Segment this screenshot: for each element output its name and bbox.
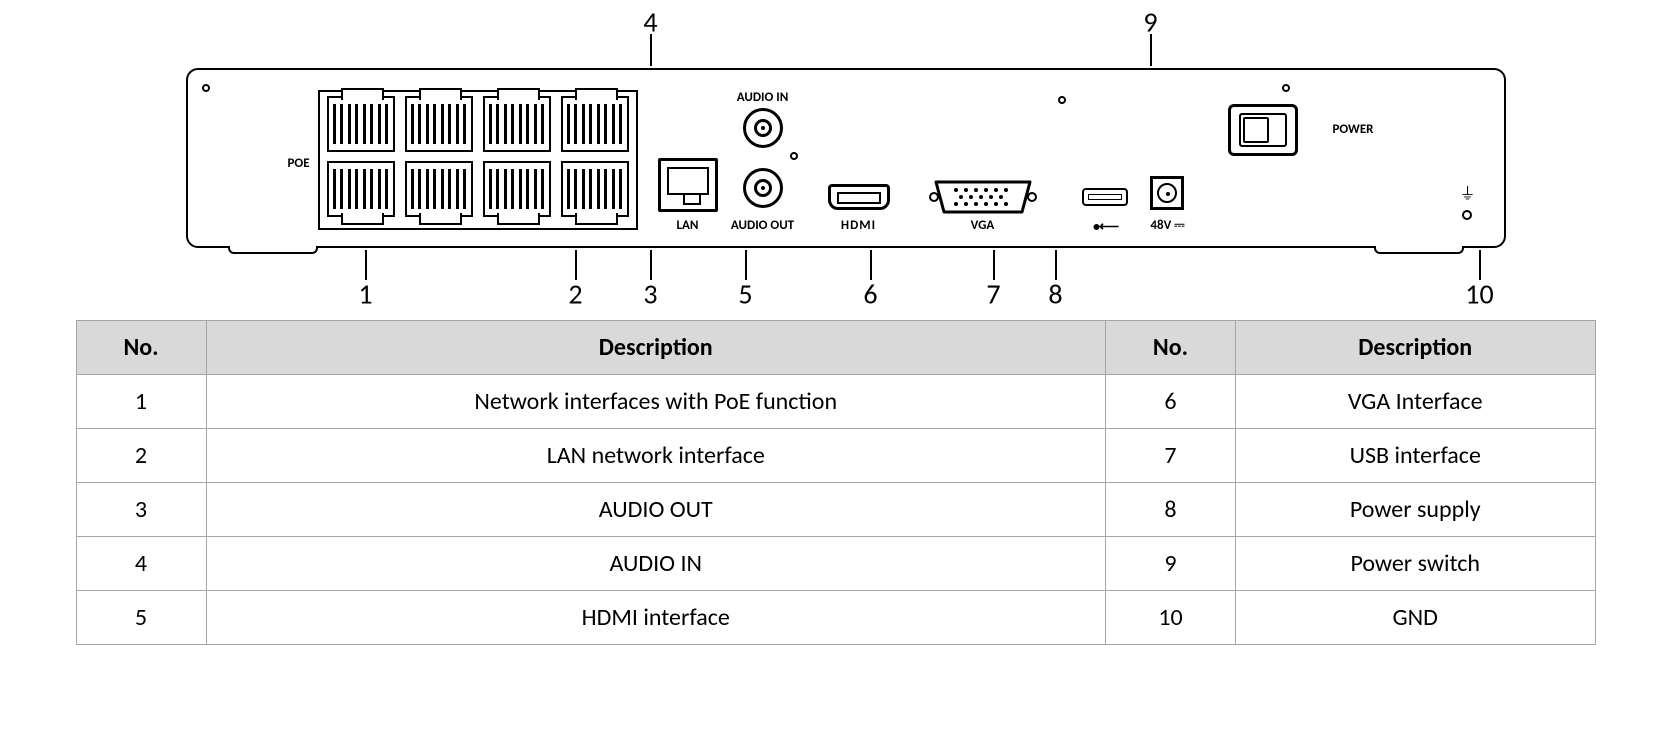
screw-icon: [1282, 84, 1290, 92]
th-desc: Description: [206, 321, 1105, 375]
gnd-terminal: ⏚: [1459, 180, 1475, 220]
rj45-port: [405, 96, 473, 152]
dc-label: 48V ⎓: [1150, 218, 1184, 233]
callout-line: [1479, 250, 1481, 280]
callout-line: [650, 250, 652, 280]
description-table: No. Description No. Description 1 Networ…: [76, 320, 1596, 645]
table-row: 5 HDMI interface 10 GND: [76, 591, 1595, 645]
screw-icon: [790, 152, 798, 160]
callout-line: [1150, 34, 1152, 66]
audio-in-label: AUDIO IN: [737, 90, 789, 105]
rj45-port: [327, 161, 395, 217]
usb-label: •⟵: [1093, 218, 1118, 235]
cell-no: 7: [1105, 429, 1235, 483]
vga-port: [928, 176, 1038, 218]
cell-no: 5: [76, 591, 206, 645]
callout-line: [870, 250, 872, 280]
poe-ports-block: [318, 90, 638, 230]
hdmi-port: [828, 184, 890, 210]
callout-line: [993, 250, 995, 280]
rj45-port: [483, 161, 551, 217]
cell-no: 9: [1105, 537, 1235, 591]
cell-no: 3: [76, 483, 206, 537]
cell-no: 1: [76, 375, 206, 429]
cell-desc: GND: [1235, 591, 1595, 645]
callout-6: 6: [863, 277, 877, 312]
device-rear-panel: POE LAN AUDIO IN AUDIO OUT HDMI: [186, 68, 1506, 248]
audio-out-jack: [743, 168, 783, 208]
callout-7: 7: [986, 277, 1000, 312]
rj45-port: [327, 96, 395, 152]
dc-power-jack: [1150, 176, 1184, 210]
power-label: POWER: [1333, 122, 1374, 137]
rear-panel-diagram: 4 9 POE LAN AUDIO IN: [76, 10, 1596, 310]
panel-foot: [228, 246, 318, 254]
callout-line: [650, 34, 652, 66]
callout-8: 8: [1048, 277, 1062, 312]
cell-desc: HDMI interface: [206, 591, 1105, 645]
cell-desc: Power switch: [1235, 537, 1595, 591]
audio-in-jack: [743, 108, 783, 148]
cell-no: 8: [1105, 483, 1235, 537]
th-desc: Description: [1235, 321, 1595, 375]
cell-desc: AUDIO OUT: [206, 483, 1105, 537]
rj45-port: [483, 96, 551, 152]
th-no: No.: [1105, 321, 1235, 375]
callout-line: [575, 250, 577, 280]
callout-10: 10: [1465, 277, 1493, 312]
cell-desc: AUDIO IN: [206, 537, 1105, 591]
cell-no: 10: [1105, 591, 1235, 645]
hdmi-label: HDMI: [841, 218, 876, 233]
callout-line: [1055, 250, 1057, 280]
cell-desc: LAN network interface: [206, 429, 1105, 483]
screw-icon: [202, 84, 210, 92]
cell-desc: Network interfaces with PoE function: [206, 375, 1105, 429]
screw-icon: [1058, 96, 1066, 104]
cell-no: 6: [1105, 375, 1235, 429]
callout-line: [745, 250, 747, 280]
cell-desc: USB interface: [1235, 429, 1595, 483]
table-row: 4 AUDIO IN 9 Power switch: [76, 537, 1595, 591]
usb-port: [1082, 188, 1128, 206]
table-row: 1 Network interfaces with PoE function 6…: [76, 375, 1595, 429]
callout-3: 3: [643, 277, 657, 312]
table-row: 2 LAN network interface 7 USB interface: [76, 429, 1595, 483]
rj45-port: [561, 161, 629, 217]
callout-2: 2: [568, 277, 582, 312]
rj45-port: [561, 96, 629, 152]
lan-port: [658, 158, 718, 212]
cell-no: 2: [76, 429, 206, 483]
table-header-row: No. Description No. Description: [76, 321, 1595, 375]
gnd-symbol: ⏚: [1459, 185, 1475, 204]
lan-label: LAN: [677, 218, 699, 233]
rj45-port: [405, 161, 473, 217]
callout-5: 5: [738, 277, 752, 312]
vga-label: VGA: [971, 218, 995, 233]
panel-foot: [1374, 246, 1464, 254]
th-no: No.: [76, 321, 206, 375]
power-switch-icon: [1228, 104, 1298, 156]
poe-label: POE: [288, 156, 310, 171]
cell-desc: Power supply: [1235, 483, 1595, 537]
cell-desc: VGA Interface: [1235, 375, 1595, 429]
audio-out-label: AUDIO OUT: [731, 218, 794, 233]
callout-line: [365, 250, 367, 280]
cell-no: 4: [76, 537, 206, 591]
callout-1: 1: [358, 277, 372, 312]
table-row: 3 AUDIO OUT 8 Power supply: [76, 483, 1595, 537]
